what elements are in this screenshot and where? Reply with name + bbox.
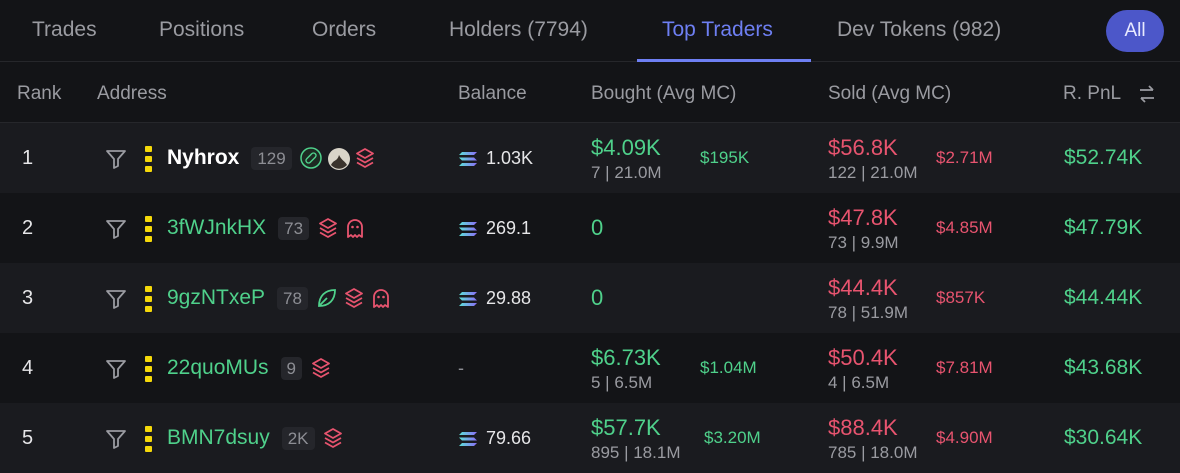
trader-tag-icon — [344, 217, 366, 244]
table-row[interactable]: 2 3fWJnkHX 73 269.1 0 $47.8K 73 | 9.9M $4.85M $4… — [0, 193, 1180, 263]
bought-detail: 7 | 21.0M — [591, 163, 662, 182]
holdings-count-badge: 78 — [277, 287, 308, 310]
realized-pnl: $52.74K — [1064, 146, 1143, 169]
tab[interactable]: Trades — [32, 18, 97, 41]
solana-icon — [459, 292, 477, 311]
realized-pnl: $30.64K — [1064, 426, 1143, 449]
trader-tag-icon — [317, 217, 339, 244]
trader-tag-icon — [354, 147, 376, 174]
holdings-count-badge: 73 — [278, 217, 310, 240]
sold-amount: $50.4K — [828, 345, 898, 370]
menu-icon[interactable] — [144, 216, 154, 247]
bought-amount: $4.09K — [591, 135, 661, 160]
tab[interactable]: Positions — [159, 18, 245, 41]
column-header: Sold (Avg MC) — [828, 83, 952, 104]
sold-amount: $44.4K — [828, 275, 898, 300]
bought-amount: $6.73K — [591, 345, 661, 370]
sold-detail: 122 | 21.0M — [828, 163, 918, 182]
address-link[interactable]: 22quoMUs — [167, 356, 269, 379]
solana-icon — [459, 152, 477, 171]
column-header: Address — [97, 83, 167, 104]
rank: 5 — [22, 427, 34, 449]
sold-avg-mc: $7.81M — [936, 358, 993, 377]
filter-icon[interactable] — [105, 358, 127, 385]
realized-pnl: $43.68K — [1064, 356, 1143, 379]
sold-amount: $88.4K — [828, 415, 898, 440]
address-link[interactable]: 9gzNTxeP — [167, 286, 266, 309]
rank: 1 — [22, 147, 34, 169]
trader-tag-icon — [299, 147, 322, 174]
balance: - — [458, 358, 464, 378]
balance: 79.66 — [486, 428, 532, 448]
holdings-count-badge: 2K — [281, 427, 315, 450]
column-header: Bought (Avg MC) — [591, 83, 737, 104]
trader-tag-icon — [327, 147, 351, 176]
table-row[interactable]: 1 Nyhrox 129 1.03K $4.09K 7 | 21.0M $195K $56.8… — [0, 123, 1180, 193]
bought-amount: $57.7K — [591, 415, 661, 440]
active-tab-indicator — [637, 59, 811, 62]
tab[interactable]: Holders (7794) — [449, 18, 588, 41]
menu-icon[interactable] — [144, 356, 154, 387]
balance: 29.88 — [486, 288, 532, 308]
sold-detail: 785 | 18.0M — [828, 443, 918, 462]
sold-detail: 78 | 51.9M — [828, 303, 909, 322]
realized-pnl: $44.44K — [1064, 286, 1143, 309]
column-header: Rank — [17, 83, 62, 104]
tab[interactable]: Top Traders — [662, 18, 773, 41]
filter-icon[interactable] — [105, 288, 127, 315]
sold-avg-mc: $4.90M — [936, 428, 993, 447]
address-link[interactable]: Nyhrox — [167, 146, 240, 169]
sort-icon[interactable] — [1137, 84, 1157, 104]
trader-tag-icon — [310, 357, 332, 384]
trader-tag-icon — [343, 287, 365, 314]
bought-avg-mc: $195K — [700, 148, 750, 167]
bought-avg-mc: $3.20M — [704, 428, 761, 447]
column-header[interactable]: R. PnL — [1063, 83, 1122, 104]
solana-icon — [459, 222, 477, 241]
rank: 2 — [22, 217, 34, 239]
tab[interactable]: Orders — [312, 18, 377, 41]
column-header: Balance — [458, 83, 527, 104]
filter-icon[interactable] — [105, 148, 127, 175]
address-link[interactable]: BMN7dsuy — [167, 426, 270, 449]
bought-avg-mc: $1.04M — [700, 358, 757, 377]
solana-icon — [459, 432, 477, 451]
sold-avg-mc: $4.85M — [936, 218, 993, 237]
bought-detail: 5 | 6.5M — [591, 373, 653, 392]
sold-amount: $56.8K — [828, 135, 898, 160]
sold-avg-mc: $2.71M — [936, 148, 993, 167]
holdings-count-badge: 129 — [251, 147, 292, 170]
bought-amount: 0 — [591, 285, 604, 310]
filter-icon[interactable] — [105, 218, 127, 245]
table-row[interactable]: 3 9gzNTxeP 78 29.88 0 $44.4K 78 | 51.9M $857K $4… — [0, 263, 1180, 333]
trader-tag-icon — [316, 287, 338, 314]
address-link[interactable]: 3fWJnkHX — [167, 216, 267, 239]
menu-icon[interactable] — [144, 286, 154, 317]
holdings-count-badge: 9 — [280, 357, 303, 380]
sold-avg-mc: $857K — [936, 288, 986, 307]
tab[interactable]: Dev Tokens (982) — [837, 18, 1002, 41]
bought-detail: 895 | 18.1M — [591, 443, 681, 462]
bought-amount: 0 — [591, 215, 604, 240]
menu-icon[interactable] — [144, 426, 154, 457]
filter-icon[interactable] — [105, 428, 127, 455]
filter-button[interactable]: All — [1106, 10, 1164, 52]
sold-amount: $47.8K — [828, 205, 898, 230]
balance: 1.03K — [486, 148, 534, 168]
rank: 3 — [22, 287, 34, 309]
rank: 4 — [22, 357, 34, 379]
trader-tag-icon — [322, 427, 344, 454]
trader-tag-icon — [370, 287, 392, 314]
realized-pnl: $47.79K — [1064, 216, 1143, 239]
sold-detail: 73 | 9.9M — [828, 233, 899, 252]
tab-bar: Trades Positions Orders Holders (7794) T… — [0, 0, 1180, 62]
sold-detail: 4 | 6.5M — [828, 373, 890, 392]
table-row[interactable]: 5 BMN7dsuy 2K 79.66 $57.7K 895 | 18.1M $3.20M $… — [0, 403, 1180, 473]
menu-icon[interactable] — [144, 146, 154, 177]
table-row[interactable]: 4 22quoMUs 9 - $6.73K 5 | 6.5M $1.04M $50.4K 4 |… — [0, 333, 1180, 403]
balance: 269.1 — [486, 218, 532, 238]
table-header: Rank Address Balance Bought (Avg MC) Sol… — [0, 62, 1180, 123]
